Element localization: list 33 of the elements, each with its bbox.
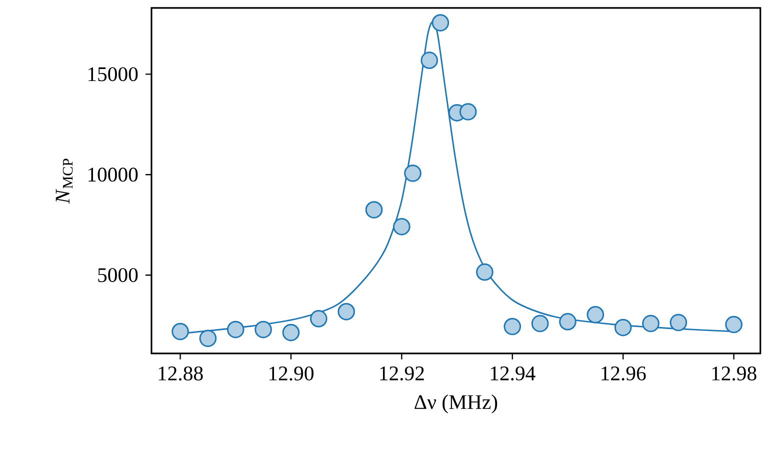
point xyxy=(559,312,576,330)
point xyxy=(670,314,688,331)
x-tick-label: 12.94 xyxy=(490,366,536,380)
x-tick-label: 12.88 xyxy=(158,366,203,380)
point xyxy=(172,322,189,340)
x-axis-title: Δν (MHz) xyxy=(414,394,498,414)
point xyxy=(504,318,522,335)
point xyxy=(420,51,438,69)
point xyxy=(404,164,422,182)
x-tick-label: 12.96 xyxy=(602,366,646,380)
point xyxy=(338,302,355,320)
point xyxy=(586,306,604,324)
point xyxy=(199,329,217,347)
point xyxy=(642,314,660,332)
point xyxy=(393,218,410,236)
point xyxy=(226,320,244,338)
x-tick-label: 12.92 xyxy=(380,366,424,380)
point xyxy=(432,14,450,32)
x-tick-label: 12.98 xyxy=(712,366,756,380)
point xyxy=(725,316,742,333)
point xyxy=(365,200,383,218)
y-tick-label: 15000 xyxy=(88,66,138,81)
x-tick-label: 12.90 xyxy=(269,366,314,380)
point xyxy=(254,320,272,338)
point xyxy=(310,310,328,328)
point xyxy=(282,324,300,341)
point xyxy=(476,263,494,281)
point xyxy=(531,314,549,332)
point xyxy=(459,102,477,120)
y-tick-label: 10000 xyxy=(88,167,138,182)
y-axis-title: N$_{MCP}$ xyxy=(56,158,73,204)
y-tick-label: 5000 xyxy=(98,268,138,282)
point xyxy=(614,318,632,336)
